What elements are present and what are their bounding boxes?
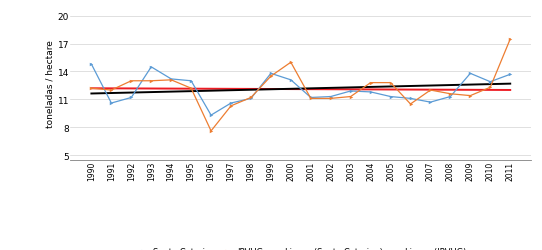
- IPVUG: [148, 80, 154, 83]
- Santa Catarina: [487, 81, 494, 84]
- Santa Catarina: [507, 74, 513, 76]
- IPVUG: [128, 80, 134, 83]
- Linear (IPVUG): [168, 91, 175, 94]
- Linear (IPVUG): [128, 92, 134, 95]
- Linear (Santa Catarina): [248, 88, 254, 91]
- Linear (IPVUG): [268, 88, 274, 92]
- IPVUG: [88, 87, 95, 90]
- Santa Catarina: [248, 98, 254, 100]
- Linear (IPVUG): [407, 85, 414, 88]
- Linear (Santa Catarina): [367, 88, 374, 92]
- Line: Linear (Santa Catarina): Linear (Santa Catarina): [92, 89, 510, 90]
- IPVUG: [347, 96, 354, 99]
- Linear (Santa Catarina): [327, 88, 334, 92]
- Santa Catarina: [208, 114, 214, 117]
- Santa Catarina: [447, 96, 454, 99]
- Santa Catarina: [148, 66, 154, 69]
- Linear (IPVUG): [388, 86, 394, 88]
- Linear (IPVUG): [288, 88, 294, 91]
- IPVUG: [208, 130, 214, 133]
- Santa Catarina: [128, 96, 134, 100]
- Santa Catarina: [108, 102, 114, 105]
- Linear (IPVUG): [467, 84, 474, 87]
- Santa Catarina: [367, 91, 374, 94]
- Linear (Santa Catarina): [487, 89, 494, 92]
- Line: Linear (IPVUG): Linear (IPVUG): [92, 84, 510, 94]
- IPVUG: [307, 98, 314, 100]
- IPVUG: [327, 98, 334, 100]
- IPVUG: [168, 79, 175, 82]
- IPVUG: [447, 93, 454, 96]
- Linear (IPVUG): [367, 86, 374, 89]
- Line: IPVUG: IPVUG: [89, 38, 512, 133]
- Linear (Santa Catarina): [307, 88, 314, 91]
- Linear (IPVUG): [208, 90, 214, 93]
- Linear (Santa Catarina): [427, 89, 434, 92]
- Linear (IPVUG): [148, 91, 154, 94]
- Santa Catarina: [407, 98, 414, 100]
- Santa Catarina: [388, 96, 394, 99]
- Linear (Santa Catarina): [268, 88, 274, 91]
- IPVUG: [467, 95, 474, 98]
- Line: Santa Catarina: Santa Catarina: [89, 63, 512, 117]
- Linear (IPVUG): [507, 83, 513, 86]
- Santa Catarina: [327, 96, 334, 99]
- Linear (IPVUG): [347, 86, 354, 90]
- Santa Catarina: [88, 63, 95, 66]
- IPVUG: [108, 89, 114, 92]
- Linear (IPVUG): [108, 92, 114, 95]
- IPVUG: [268, 75, 274, 78]
- Linear (Santa Catarina): [467, 89, 474, 92]
- Linear (IPVUG): [228, 89, 234, 92]
- Linear (IPVUG): [327, 87, 334, 90]
- Y-axis label: toneladas / hectare: toneladas / hectare: [46, 40, 55, 128]
- Linear (IPVUG): [447, 84, 454, 87]
- Linear (Santa Catarina): [108, 88, 114, 90]
- IPVUG: [367, 82, 374, 85]
- Santa Catarina: [288, 79, 294, 82]
- Linear (IPVUG): [307, 88, 314, 90]
- Santa Catarina: [188, 80, 195, 83]
- IPVUG: [228, 105, 234, 108]
- Linear (IPVUG): [88, 92, 95, 96]
- IPVUG: [288, 62, 294, 64]
- Santa Catarina: [307, 96, 314, 100]
- Linear (Santa Catarina): [168, 88, 175, 91]
- Linear (Santa Catarina): [128, 88, 134, 90]
- Santa Catarina: [347, 90, 354, 93]
- Legend: Santa Catarina, IPVUG, Linear (Santa Catarina), Linear (IPVUG): Santa Catarina, IPVUG, Linear (Santa Cat…: [132, 244, 469, 250]
- IPVUG: [248, 96, 254, 100]
- Linear (IPVUG): [487, 83, 494, 86]
- Linear (Santa Catarina): [447, 89, 454, 92]
- Santa Catarina: [268, 72, 274, 76]
- IPVUG: [407, 103, 414, 106]
- Linear (IPVUG): [427, 85, 434, 88]
- Linear (Santa Catarina): [288, 88, 294, 91]
- Linear (Santa Catarina): [407, 89, 414, 92]
- Linear (Santa Catarina): [507, 89, 513, 92]
- Linear (Santa Catarina): [188, 88, 195, 91]
- IPVUG: [188, 87, 195, 90]
- Linear (IPVUG): [188, 90, 195, 93]
- Linear (IPVUG): [248, 89, 254, 92]
- Linear (Santa Catarina): [148, 88, 154, 91]
- Linear (Santa Catarina): [228, 88, 234, 91]
- Linear (Santa Catarina): [208, 88, 214, 91]
- Santa Catarina: [168, 78, 175, 81]
- Santa Catarina: [427, 101, 434, 104]
- Linear (Santa Catarina): [347, 88, 354, 92]
- IPVUG: [388, 82, 394, 85]
- IPVUG: [487, 86, 494, 90]
- IPVUG: [507, 38, 513, 41]
- Santa Catarina: [467, 72, 474, 76]
- Linear (Santa Catarina): [388, 88, 394, 92]
- Linear (Santa Catarina): [88, 88, 95, 90]
- IPVUG: [427, 89, 434, 92]
- Santa Catarina: [228, 102, 234, 105]
